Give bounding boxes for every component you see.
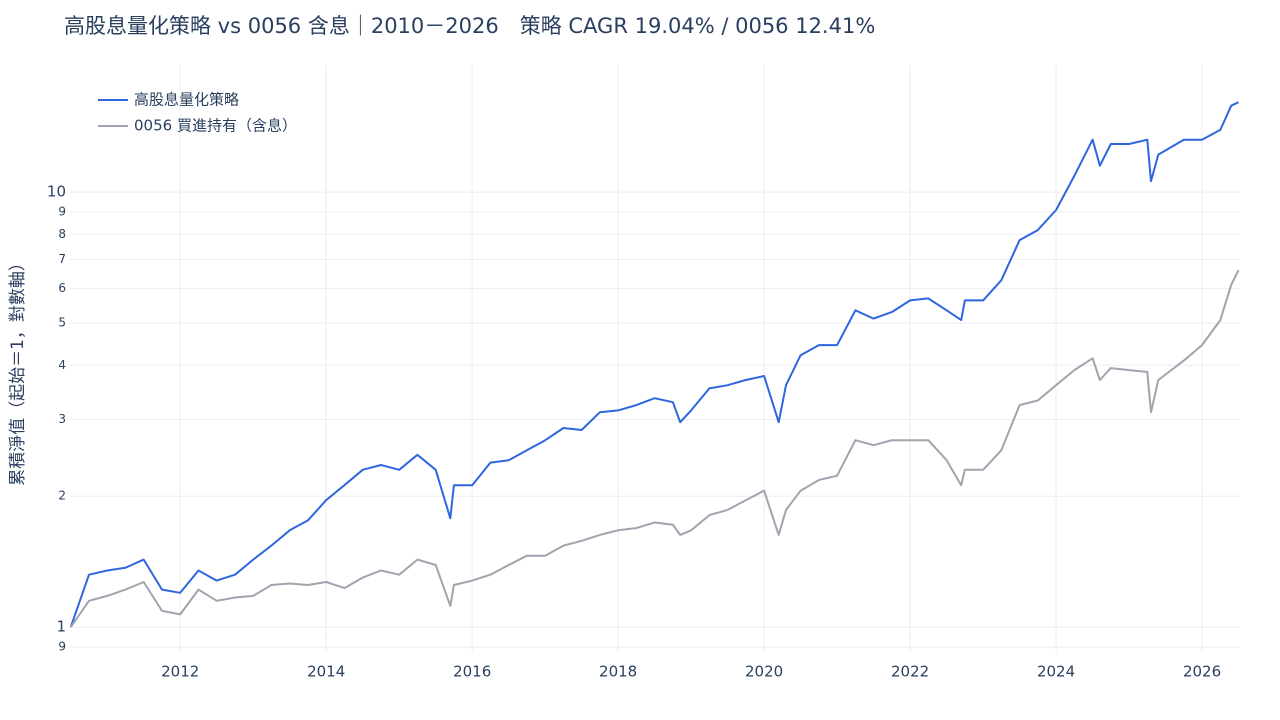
x-tick-label: 2012 xyxy=(161,663,199,681)
x-tick-label: 2026 xyxy=(1183,663,1221,681)
y-tick-label: 2 xyxy=(58,489,66,503)
y-tick-label: 8 xyxy=(58,227,66,241)
y-tick-label: 4 xyxy=(58,358,66,372)
series-line xyxy=(69,101,1239,628)
x-tick-label: 2018 xyxy=(599,663,637,681)
x-tick-label: 2020 xyxy=(745,663,783,681)
legend-label: 0056 買進持有（含息） xyxy=(134,117,297,135)
y-tick-label: 9 xyxy=(58,205,66,219)
x-tick-label: 2014 xyxy=(307,663,345,681)
y-tick-label: 10 xyxy=(47,183,66,201)
series-line xyxy=(69,269,1240,628)
y-tick-label: 9 xyxy=(58,640,66,654)
chart-title: 高股息量化策略 vs 0056 含息｜2010－2026 策略 CAGR 19.… xyxy=(64,14,875,38)
y-axis-label: 累積淨值（起始＝1，對數軸） xyxy=(8,254,28,486)
x-tick-label: 2024 xyxy=(1037,663,1075,681)
y-tick-label: 1 xyxy=(56,618,66,636)
y-tick-label: 6 xyxy=(58,281,66,295)
y-tick-label: 7 xyxy=(58,252,66,266)
x-tick-label: 2022 xyxy=(891,663,929,681)
y-tick-label: 3 xyxy=(58,412,66,426)
legend-label: 高股息量化策略 xyxy=(134,91,239,109)
x-tick-label: 2016 xyxy=(453,663,491,681)
y-tick-label: 5 xyxy=(58,316,66,330)
